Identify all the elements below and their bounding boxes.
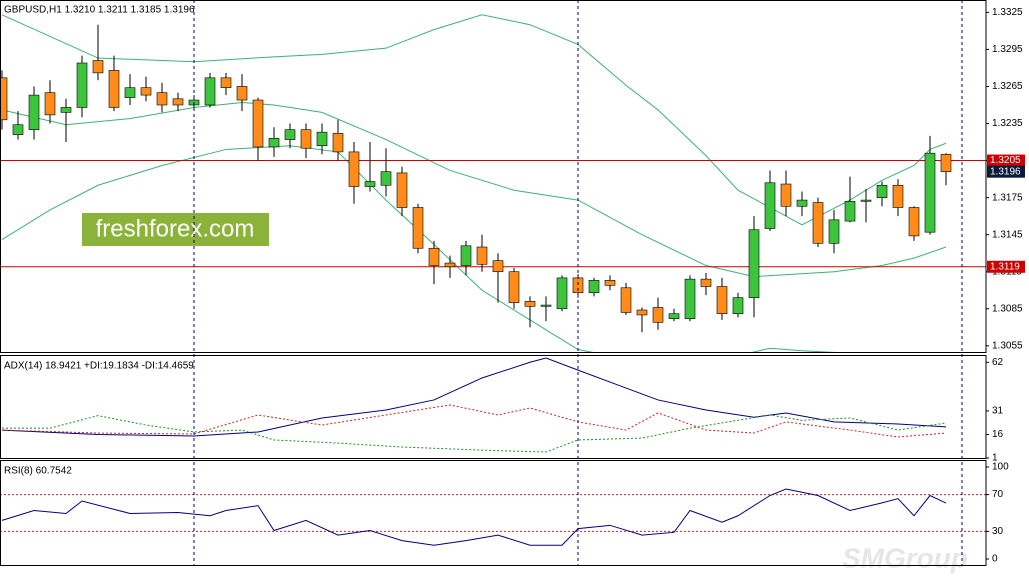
panel-frame (0, 0, 987, 353)
candle-body (540, 304, 552, 307)
y-tick-label: 1.3055 (992, 340, 1023, 351)
candle-body (60, 107, 72, 113)
candle-body (0, 77, 8, 121)
candle-body (284, 129, 296, 140)
candle-body (604, 280, 616, 286)
candle-body (124, 87, 136, 98)
candle-body (300, 129, 312, 149)
candle-body (396, 172, 408, 208)
candle-body (444, 262, 456, 268)
panel-title: RSI(8) 60.7542 (4, 466, 72, 477)
panel-frame (0, 355, 987, 459)
indicator-line (2, 414, 947, 453)
level-label-box (987, 260, 1025, 273)
candle-body (220, 77, 232, 88)
y-tick-label: 1.3295 (992, 44, 1023, 55)
candle-body (892, 184, 904, 208)
candle-body (796, 199, 808, 207)
candle-body (236, 86, 248, 101)
candle-body (652, 307, 664, 323)
y-tick-label: 1.3175 (992, 192, 1023, 203)
mark-layer (0, 14, 986, 546)
candle-body (12, 124, 24, 135)
candle-body (684, 278, 696, 319)
y-tick-label: 31 (992, 406, 1004, 417)
candle-body (508, 271, 520, 303)
indicator-line (1, 488, 947, 546)
level-label: 1.3205 (990, 155, 1021, 166)
watermark: SMGroup (842, 542, 968, 573)
candle-body (44, 92, 56, 116)
y-tick-label: 0 (992, 554, 998, 565)
y-tick-label: 1.3325 (992, 7, 1023, 18)
candle-body (924, 152, 936, 233)
y-tick-label: 30 (992, 526, 1004, 537)
candle-body (764, 182, 776, 229)
candle-body (28, 94, 40, 130)
candle-body (876, 184, 888, 198)
y-tick-label: 1.3265 (992, 81, 1023, 92)
level-label-box (987, 154, 1025, 167)
panel-title: ADX(14) 18.9421 +DI:19.1834 -DI:14.4659 (4, 361, 194, 372)
candle-body (780, 183, 792, 207)
candle-body (748, 229, 760, 298)
level-label: 1.3119 (990, 261, 1020, 272)
candle-body (716, 286, 728, 315)
candle-body (316, 131, 328, 147)
candle-body (380, 171, 392, 186)
candle-body (492, 260, 504, 273)
band-line (1, 14, 947, 226)
y-tick-label: 70 (992, 489, 1004, 500)
candle-body (92, 60, 104, 74)
last-price-label: 1.3196 (990, 166, 1021, 177)
y-tick-label: 1.3235 (992, 118, 1023, 129)
y-tick-label: 1.3145 (992, 229, 1023, 240)
candle-body (620, 287, 632, 313)
candle-body (556, 277, 568, 310)
panel-frame (0, 460, 987, 566)
candle-body (412, 207, 424, 249)
candle-body (588, 280, 600, 294)
y-tick-label: 1 (992, 453, 998, 464)
candle-body (908, 207, 920, 237)
candle-body (204, 77, 216, 106)
candle-body (940, 154, 952, 172)
y-tick-label: 62 (992, 357, 1004, 368)
last-price-box (987, 165, 1025, 178)
candle-body (156, 92, 168, 106)
candle-body (252, 99, 264, 148)
candle-body (700, 278, 712, 287)
y-tick-label: 16 (992, 429, 1004, 440)
panel-title: GBPUSD,H1 1.3210 1.3211 1.3185 1.3196 (4, 5, 195, 16)
candle-body (460, 245, 472, 266)
candle-body (668, 313, 680, 319)
candle-body (844, 201, 856, 222)
candle-body (364, 181, 376, 187)
candle-body (108, 70, 120, 108)
candle-body (828, 219, 840, 244)
candle-body (268, 138, 280, 148)
candle-body (524, 301, 536, 307)
candle-body (332, 133, 344, 153)
candle-body (76, 62, 88, 108)
band-line (1, 102, 947, 278)
candle-body (476, 246, 488, 265)
label-layer: 1.30551.30851.31151.31451.31751.32051.32… (4, 5, 1025, 565)
candle-body (732, 297, 744, 315)
watermark: freshforex.com (96, 215, 255, 242)
candle-body (860, 199, 872, 202)
candle-body (428, 247, 440, 266)
candle-body (812, 202, 824, 244)
watermark-box (82, 213, 269, 246)
candle-body (172, 98, 184, 106)
indicator-line (1, 404, 947, 438)
band-line (1, 145, 836, 352)
y-tick-label: 1.3085 (992, 303, 1023, 314)
y-tick-label: 100 (992, 462, 1009, 473)
candle-body (140, 87, 152, 96)
candle-body (348, 151, 360, 187)
candle-body (636, 309, 648, 316)
indicator-line (1, 357, 947, 437)
